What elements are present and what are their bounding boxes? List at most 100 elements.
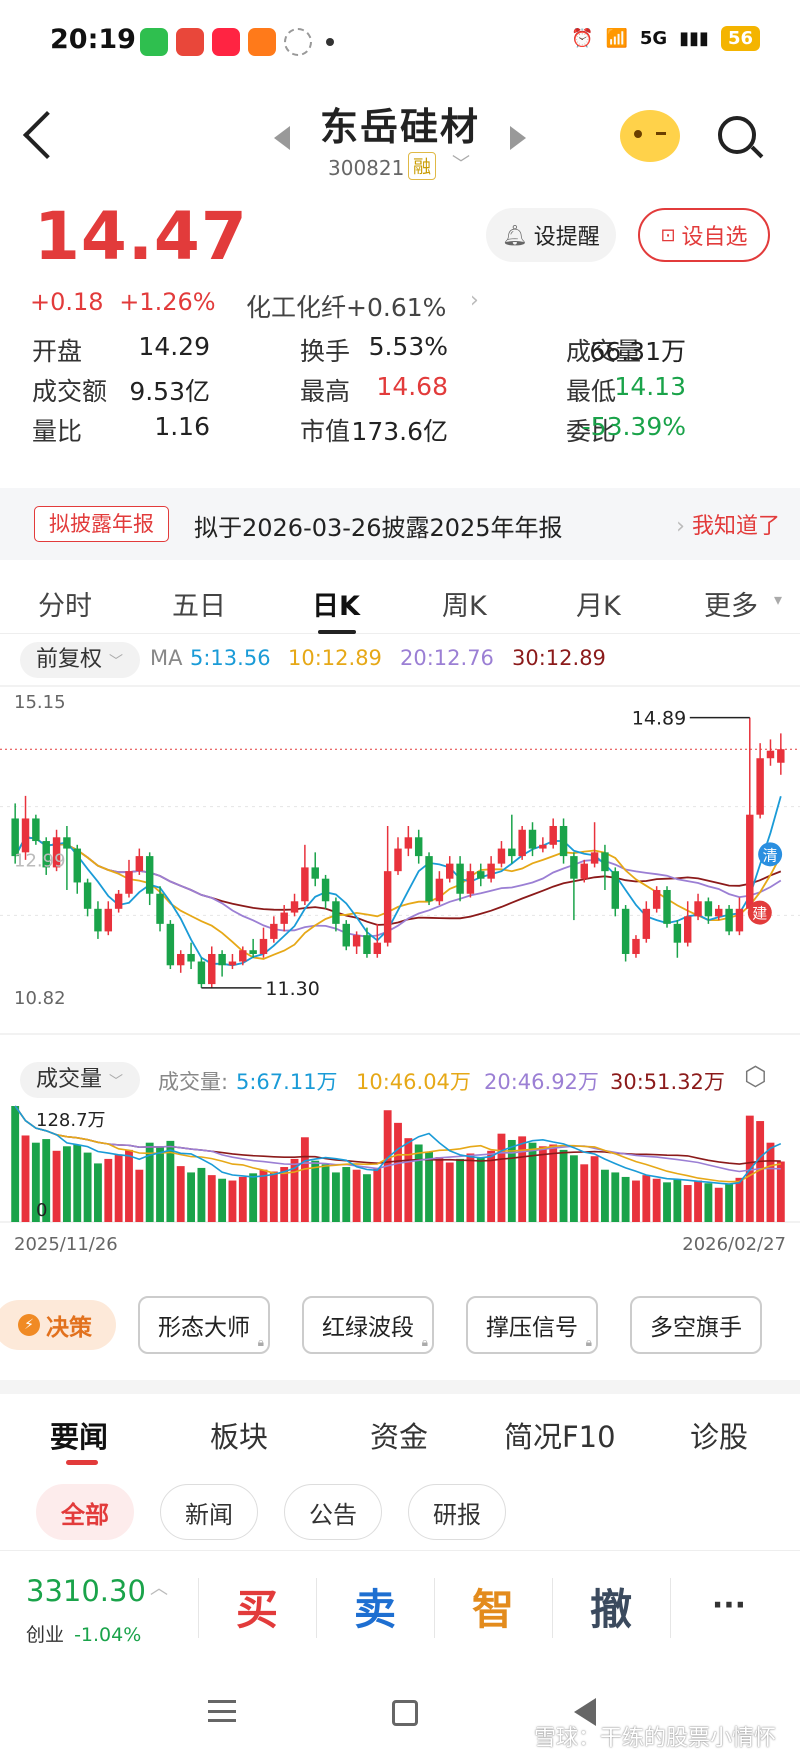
candle-down xyxy=(425,852,433,906)
news-subtab[interactable]: 研报 xyxy=(408,1484,506,1540)
volume-bar xyxy=(259,1169,268,1222)
volume-bar xyxy=(73,1144,82,1222)
volume-bar xyxy=(425,1151,433,1222)
tool-button[interactable]: 红绿波段 🔒︎ xyxy=(302,1296,434,1354)
candle-body xyxy=(725,908,733,932)
chart-tab[interactable]: 日K xyxy=(312,591,360,622)
candle-body xyxy=(239,950,247,962)
buy-button[interactable]: 买 xyxy=(235,1585,278,1634)
news-subtab[interactable]: 新闻 xyxy=(160,1484,258,1540)
volume-selector[interactable]: 成交量 ﹀ xyxy=(20,1062,140,1098)
stat-value: -53.39% xyxy=(581,412,686,441)
chart-tab[interactable]: 更多 xyxy=(704,591,758,622)
wechat-icon xyxy=(140,28,168,56)
candle-body xyxy=(145,856,154,894)
stat-label: 换手 xyxy=(300,337,351,366)
stat-item: 市值 173.6亿 xyxy=(32,412,772,456)
signal-badge[interactable]: 建 xyxy=(747,900,772,925)
chevron-down-icon[interactable]: ▾ xyxy=(774,590,783,609)
menu-icon[interactable] xyxy=(208,1700,236,1722)
volume-bar xyxy=(652,1178,661,1222)
sell-button[interactable]: 卖 xyxy=(353,1585,396,1634)
news-tab[interactable]: 诊股 xyxy=(690,1420,749,1454)
candle-body xyxy=(352,935,361,947)
news-subtab[interactable]: 公告 xyxy=(284,1484,382,1540)
chevron-up-icon[interactable]: ︿ xyxy=(150,1578,168,1599)
signal-badge[interactable]: 清 xyxy=(758,842,783,867)
chart-tab[interactable]: 月K xyxy=(576,591,621,622)
chart-tab[interactable]: 周K xyxy=(442,591,487,622)
candle-down xyxy=(570,852,578,921)
volume-bar xyxy=(445,1162,454,1222)
news-tab[interactable]: 板块 xyxy=(210,1420,269,1454)
volume-bar xyxy=(290,1158,299,1222)
home-icon[interactable] xyxy=(392,1700,418,1726)
ma30-value: 30:12.89 xyxy=(512,646,606,670)
stat-item: 换手 5.53% xyxy=(32,332,772,376)
signal-badge-circle xyxy=(758,842,783,867)
index-value[interactable]: 3310.30 xyxy=(26,1574,146,1608)
sun-icon xyxy=(284,28,312,56)
volume-bar xyxy=(683,1185,692,1222)
volume-bar xyxy=(394,1122,402,1222)
volume-bar xyxy=(218,1178,227,1222)
candle-down xyxy=(321,874,330,909)
candlestick-chart[interactable]: 15.15 10.82 12.99 14.89 11.30 清建 xyxy=(0,684,800,1054)
candle-up xyxy=(404,825,413,857)
dismiss-disclosure-button[interactable]: › 我知道了 xyxy=(676,508,780,540)
news-subtab[interactable]: 全部 xyxy=(36,1484,134,1540)
news-tab[interactable]: 简况F10 xyxy=(504,1420,616,1454)
prev-stock-icon[interactable] xyxy=(274,126,290,150)
candle-up xyxy=(487,856,495,883)
volume-bar xyxy=(238,1176,247,1222)
cancel-order-button[interactable]: 撤 xyxy=(589,1585,632,1634)
sector-link[interactable]: 化工化纤+0.61% xyxy=(246,288,446,324)
back-nav-icon[interactable] xyxy=(574,1698,596,1726)
status-time: 20:19 xyxy=(50,24,136,55)
set-reminder-button[interactable]: 🔔︎ 设提醒 xyxy=(486,208,616,262)
volume-bar xyxy=(187,1172,195,1222)
tool-button[interactable]: 形态大师 🔒︎ xyxy=(138,1296,270,1354)
volume-chart[interactable]: 128.7万 0 xyxy=(0,1100,800,1228)
trade-bar xyxy=(0,1550,800,1670)
adjust-selector[interactable]: 前复权 ﹀ xyxy=(20,642,140,678)
candle-body xyxy=(528,829,537,849)
volume-bar xyxy=(114,1154,123,1222)
smart-button[interactable]: 智 xyxy=(471,1585,514,1634)
volume-bar xyxy=(466,1153,475,1222)
chart-tab[interactable]: 五日 xyxy=(172,591,226,622)
chevron-right-icon[interactable]: › xyxy=(470,288,479,313)
volume-bar xyxy=(21,1135,30,1222)
tool-button[interactable]: 多空旗手 xyxy=(630,1296,762,1354)
candle-down xyxy=(187,942,195,970)
stat-value: 9.53亿 xyxy=(129,377,210,406)
volume-min-label: 0 xyxy=(36,1200,47,1221)
volume-selector-label: 成交量 xyxy=(36,1067,103,1092)
candle-down xyxy=(508,814,516,864)
news-tab[interactable]: 资金 xyxy=(370,1420,429,1454)
volume-bar xyxy=(538,1146,547,1222)
chevron-down-icon: ﹀ xyxy=(109,654,124,670)
ma10-value: 10:12.89 xyxy=(288,646,382,670)
search-icon[interactable] xyxy=(718,116,756,154)
candle-body xyxy=(673,923,682,943)
add-favorite-button[interactable]: ⊡ 设自选 xyxy=(638,208,770,262)
stat-item: 最高 14.68 xyxy=(32,372,772,416)
volume-bar xyxy=(280,1167,289,1222)
chart-tab[interactable]: 分时 xyxy=(38,591,92,622)
candle-up xyxy=(632,935,640,958)
news-tab[interactable]: 要闻 xyxy=(50,1420,109,1454)
decision-label: 决策 xyxy=(46,1315,92,1341)
chevron-down-icon[interactable]: ﹀ xyxy=(452,154,470,175)
volume-bar xyxy=(42,1139,51,1222)
battery-icon: 56 xyxy=(720,26,760,51)
candle-body xyxy=(508,848,516,857)
mascot-icon[interactable] xyxy=(620,110,680,162)
stat-value: 173.6亿 xyxy=(351,417,448,446)
decision-button[interactable]: ⚡ 决策 xyxy=(0,1300,116,1350)
next-stock-icon[interactable] xyxy=(510,126,526,150)
more-button[interactable]: ··· xyxy=(711,1588,747,1623)
settings-icon[interactable]: ⬡ xyxy=(744,1062,767,1092)
candle-down xyxy=(166,920,175,970)
tool-button[interactable]: 撑压信号 🔒︎ xyxy=(466,1296,598,1354)
